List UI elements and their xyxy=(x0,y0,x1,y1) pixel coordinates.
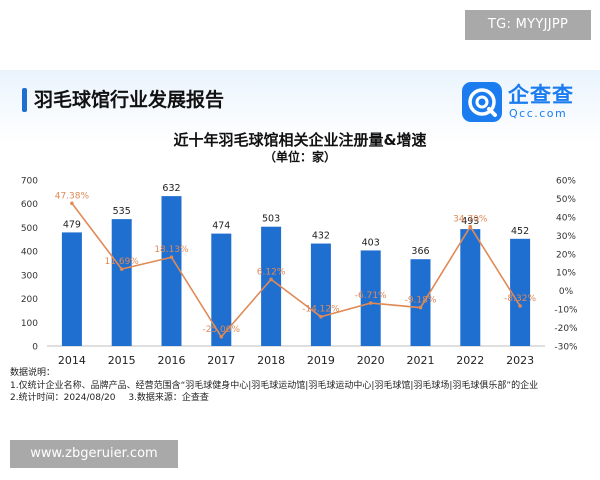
y-left-tick-label: 700 xyxy=(21,177,38,187)
bar xyxy=(111,219,132,346)
bar xyxy=(61,232,82,346)
y-left-tick-label: 600 xyxy=(21,200,38,210)
bar xyxy=(510,238,531,346)
x-tick-label: 2021 xyxy=(407,354,435,367)
growth-rate-label: -8.32% xyxy=(504,294,536,304)
bar xyxy=(261,226,282,346)
growth-rate-line xyxy=(71,202,521,339)
bar-value-label: 474 xyxy=(212,221,230,232)
growth-rate-point xyxy=(518,304,522,308)
bar-value-label: 479 xyxy=(63,219,81,230)
bar-value-label: 403 xyxy=(362,237,380,248)
qcc-logo: 企查查 Qcc.com xyxy=(462,82,580,122)
y-left-tick-label: 0 xyxy=(32,343,38,353)
qcc-logo-subtitle: Qcc.com xyxy=(509,107,568,120)
bar-value-label: 452 xyxy=(511,226,529,237)
chart-subtitle: （单位：家） xyxy=(263,150,336,164)
growth-rate-point xyxy=(418,305,423,310)
growth-rate-label: -25.00% xyxy=(203,325,241,335)
growth-rate-label: 34.70% xyxy=(453,215,488,225)
growth-rate-point xyxy=(468,224,473,229)
growth-rate-label: -9.18% xyxy=(405,296,437,306)
growth-rate-label: 47.38% xyxy=(55,191,90,201)
y-right-tick-label: 10% xyxy=(556,269,576,279)
qcc-logo-icon xyxy=(462,82,502,122)
y-right-tick-label: -20% xyxy=(554,324,578,334)
growth-rate-label: -6.71% xyxy=(355,291,387,301)
y-left-tick-label: 100 xyxy=(21,319,38,329)
y-left-tick-label: 500 xyxy=(21,224,38,234)
y-right-tick-label: 40% xyxy=(556,213,576,223)
bar-value-label: 493 xyxy=(461,216,479,227)
y-right-tick-label: 60% xyxy=(556,177,576,187)
x-tick-label: 2014 xyxy=(58,354,86,367)
y-right-tick-label: 30% xyxy=(556,232,576,242)
report-title: 羽毛球馆行业发展报告 xyxy=(34,89,225,111)
y-right-tick-label: 20% xyxy=(556,250,576,260)
bar-value-label: 503 xyxy=(262,214,280,225)
growth-rate-label: -14.12% xyxy=(302,305,340,315)
y-right-tick-label: -30% xyxy=(554,343,578,353)
notes-stat-time: 2.统计时间：2024/08/20 xyxy=(10,393,116,403)
bar-value-label: 632 xyxy=(162,183,180,194)
growth-rate-point xyxy=(269,277,273,282)
notes-line-1: 1.仅统计企业名称、品牌产品、经营范围含“羽毛球健身中心|羽毛球运动馆|羽毛球运… xyxy=(10,380,539,391)
growth-rate-point xyxy=(169,255,174,260)
bar-value-label: 432 xyxy=(312,231,330,242)
x-tick-label: 2016 xyxy=(158,354,186,367)
growth-rate-point xyxy=(319,314,323,319)
growth-rate-point xyxy=(368,301,373,305)
y-right-tick-label: 50% xyxy=(556,195,576,205)
watermark-bottom: www.zbgeruier.com xyxy=(10,440,178,468)
growth-rate-label: 18.13% xyxy=(154,245,189,255)
watermark-top: TG: MYYJJPP xyxy=(465,10,591,40)
bar xyxy=(410,259,431,346)
bar-value-label: 366 xyxy=(411,246,429,257)
notes-line-2: 2.统计时间：2024/08/20 3.数据来源：企查查 xyxy=(10,392,595,405)
x-tick-label: 2019 xyxy=(307,354,335,367)
x-tick-label: 2022 xyxy=(456,354,484,367)
growth-rate-label: 11.69% xyxy=(105,257,140,267)
y-left-tick-label: 200 xyxy=(21,295,38,305)
x-tick-label: 2015 xyxy=(108,354,136,367)
y-right-tick-label: -10% xyxy=(554,306,578,316)
x-tick-label: 2023 xyxy=(506,354,534,367)
growth-rate-point xyxy=(70,201,74,206)
data-notes: 数据说明： 1.仅统计企业名称、品牌产品、经营范围含“羽毛球健身中心|羽毛球运动… xyxy=(10,367,595,405)
bar-value-label: 535 xyxy=(113,206,131,217)
growth-rate-label: 6.12% xyxy=(257,267,286,277)
chart-title: 近十年羽毛球馆相关企业注册量&增速 xyxy=(173,131,427,149)
title-accent-bar xyxy=(22,88,27,112)
x-tick-label: 2017 xyxy=(207,354,235,367)
notes-header: 数据说明： xyxy=(10,368,56,378)
qcc-logo-name: 企查查 xyxy=(508,83,574,107)
notes-source: 3.数据来源：企查查 xyxy=(128,393,209,403)
bar xyxy=(310,243,331,346)
bar xyxy=(211,233,232,346)
growth-rate-point xyxy=(219,334,224,339)
bar xyxy=(161,196,182,346)
bar xyxy=(360,250,381,346)
x-tick-label: 2020 xyxy=(357,354,385,367)
y-left-tick-label: 400 xyxy=(21,248,38,258)
x-tick-label: 2018 xyxy=(257,354,285,367)
report-panel xyxy=(0,70,600,405)
bar xyxy=(460,229,481,346)
growth-rate-point xyxy=(119,267,124,271)
y-right-tick-label: 0% xyxy=(559,287,574,297)
y-left-tick-label: 300 xyxy=(21,271,38,281)
